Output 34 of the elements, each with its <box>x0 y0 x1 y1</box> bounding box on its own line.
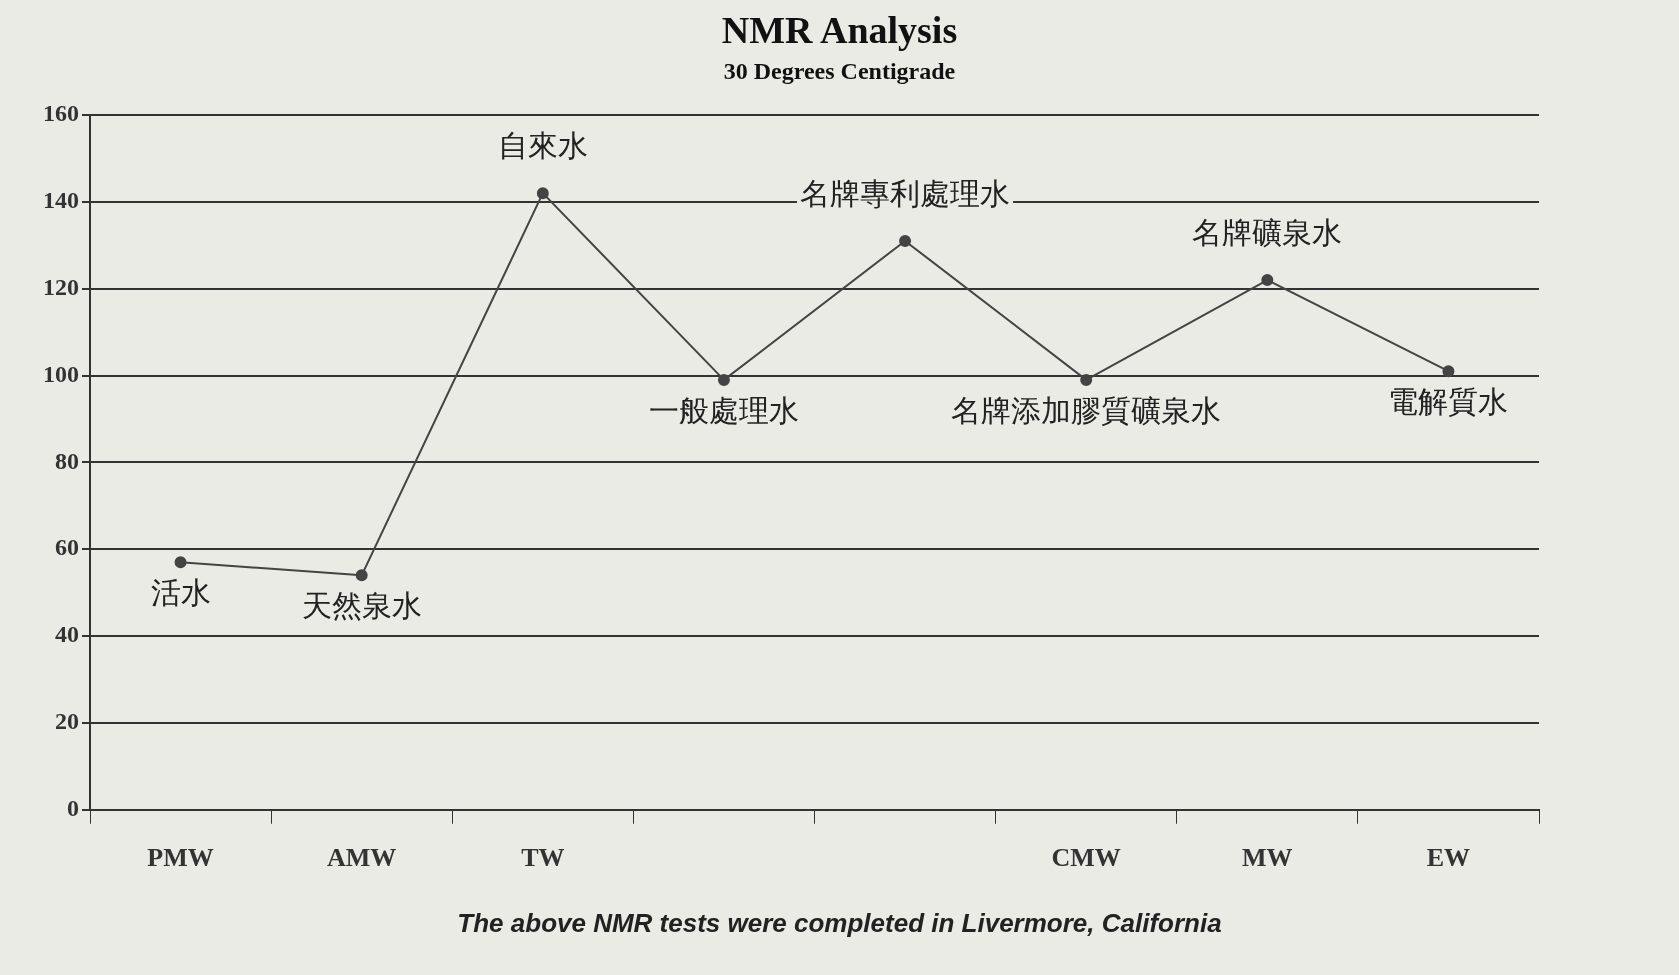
annotation: 名牌添加膠質礦泉水 <box>951 392 1222 428</box>
annotation: 名牌礦泉水 <box>1192 214 1343 250</box>
annotation: 天然泉水 <box>301 588 422 624</box>
y-tick-label: 20 <box>55 708 79 735</box>
annotation: 活水 <box>150 575 211 611</box>
point <box>1442 365 1455 378</box>
chart-subtitle: 30 Degrees Centigrade <box>722 58 957 85</box>
y-tick-label: 0 <box>67 795 79 821</box>
x-tick-label: AMW <box>327 843 397 873</box>
annotation: 電解質水 <box>1388 384 1509 419</box>
y-tick-label: 160 <box>43 100 79 127</box>
text: The above NMR tests were completed in Livermore, California <box>456 908 1223 939</box>
point <box>717 373 730 386</box>
x-tick-label: TW <box>521 843 565 873</box>
y-tick-label: 100 <box>43 360 79 387</box>
annotation: 名牌專利處理水 <box>800 175 1011 211</box>
point <box>536 187 549 200</box>
x-tick-label: CMW <box>1051 843 1121 873</box>
y-tick-label: 140 <box>43 187 79 214</box>
annotation: 一般處理水 <box>648 392 799 428</box>
y-tick-label: 120 <box>43 273 79 300</box>
x-tick-label: MW <box>1242 843 1293 873</box>
y-tick-label: 40 <box>55 621 79 648</box>
chart-title: NMR Analysis <box>720 8 959 52</box>
x-tick-label: PMW <box>147 843 214 873</box>
y-tick-label: 60 <box>55 534 79 561</box>
annotation: 自來水 <box>497 127 588 163</box>
point <box>355 569 368 582</box>
y-tick-label: 80 <box>55 447 79 474</box>
point <box>899 234 912 247</box>
point <box>1261 274 1274 287</box>
point <box>1080 373 1093 386</box>
point <box>174 556 187 569</box>
x-tick-label: EW <box>1426 843 1471 873</box>
